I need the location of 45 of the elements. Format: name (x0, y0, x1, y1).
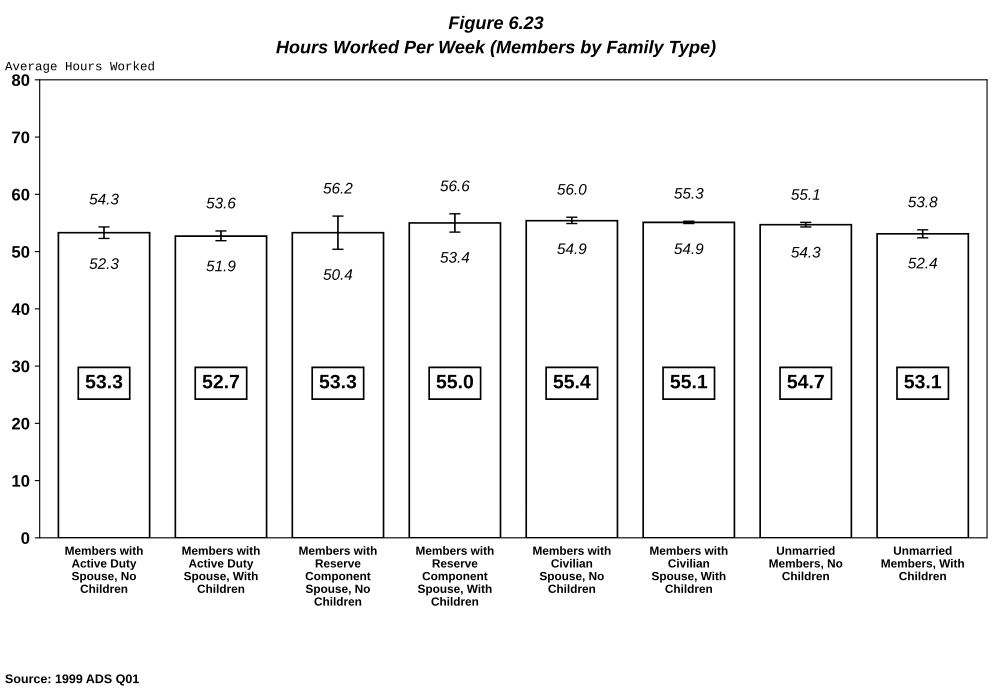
data-label: 53.3 (320, 374, 356, 389)
data-label: 55.1 (670, 374, 708, 388)
data-label: 55.4 (554, 374, 591, 388)
annotation: 56.2 (323, 182, 353, 194)
y-tick-label: 70 (12, 131, 30, 144)
x-tick-label: Members with Civilian Spouse, With Children (650, 546, 728, 594)
source-note: Source: 1999 ADS Q01 (5, 674, 139, 686)
chart-subtitle: Hours Worked Per Week (Members by Family Type) (276, 40, 716, 57)
data-label: 54.7 (787, 374, 824, 388)
y-tick-label: 0 (21, 532, 30, 544)
annotation: 52.3 (89, 258, 119, 270)
y-tick-label: 20 (12, 418, 30, 430)
x-tick-label: Unmarried Members, With Children (882, 546, 964, 580)
annotation: 55.3 (674, 188, 704, 199)
y-tick-label: 30 (12, 360, 30, 372)
annotation: 53.8 (908, 196, 938, 208)
annotation: 53.6 (206, 198, 236, 208)
y-tick-label: 50 (12, 246, 30, 258)
y-tick-label: 40 (12, 303, 30, 316)
annotation: 55.1 (791, 189, 820, 200)
annotation: 56.0 (557, 184, 587, 195)
y-tick-label: 80 (12, 74, 30, 86)
annotation: 54.3 (791, 246, 820, 258)
x-tick-label: Unmarried Members, No Children (769, 546, 842, 580)
x-tick-label: Members with Civilian Spouse, No Children (533, 546, 610, 594)
data-label: 53.1 (904, 374, 942, 389)
data-label: 55.0 (436, 374, 474, 388)
annotation: 51.9 (206, 260, 236, 272)
annotation: 52.4 (908, 258, 938, 268)
x-tick-label: Members with Reserve Component Spouse, With Children (416, 546, 494, 606)
data-label: 53.3 (86, 374, 122, 389)
y-tick-label: 10 (12, 474, 30, 487)
annotation: 53.4 (440, 252, 470, 263)
annotation: 50.4 (323, 269, 352, 280)
annotation: 54.3 (89, 194, 119, 204)
y-tick-label: 60 (12, 188, 30, 201)
annotation: 56.6 (440, 180, 470, 192)
x-tick-label: Members with Active Duty Spouse, No Children (65, 546, 143, 594)
x-tick-label: Members with Active Duty Spouse, With Children (182, 546, 260, 594)
x-tick-label: Members with Reserve Component Spouse, No Children (299, 546, 377, 606)
annotation: 54.9 (557, 243, 586, 254)
annotation: 54.9 (674, 243, 704, 254)
chart-title: Figure 6.23 (448, 16, 544, 33)
data-label: 52.7 (202, 374, 240, 388)
y-axis-title: Average Hours Worked (4, 61, 154, 73)
